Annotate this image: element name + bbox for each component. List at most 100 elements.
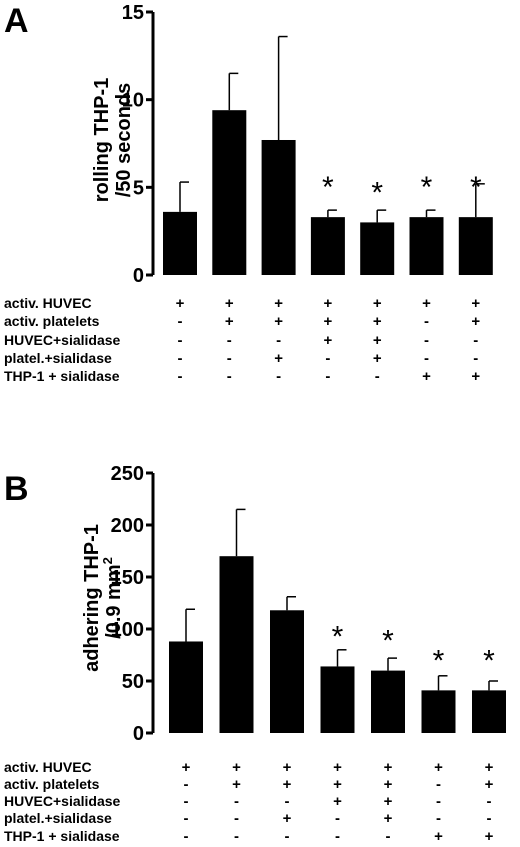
panel-b-condition-mark: + — [384, 810, 393, 827]
panel-b-condition-mark: - — [234, 810, 239, 827]
panel-b-condition-mark: - — [184, 810, 189, 827]
panel-b-condition-mark: + — [434, 759, 443, 776]
panel-a-condition-mark: + — [324, 295, 333, 312]
panel-a-significance-star: * — [371, 176, 383, 209]
panel-a-condition-mark: + — [471, 295, 480, 312]
panel-b-y-tick-label: 150 — [111, 567, 144, 589]
panel-b-condition-label: HUVEC+sialidase — [4, 793, 121, 809]
panel-b-condition-label: THP-1 + sialidase — [4, 828, 120, 844]
panel-a-condition-mark: - — [276, 368, 281, 385]
panel-a-condition-mark: + — [324, 313, 333, 330]
panel-b-condition-label: activ. platelets — [4, 776, 100, 792]
panel-a-bar — [458, 217, 493, 275]
panel-b-condition-mark: + — [283, 776, 292, 793]
panel-a-condition-mark: - — [178, 313, 183, 330]
panel-a-bar — [310, 217, 345, 275]
panel-b-condition-mark: - — [234, 793, 239, 810]
panel-a-ylabel-line1: rolling THP-1 — [91, 78, 113, 202]
panel-b-condition-mark: + — [283, 810, 292, 827]
panel-a-condition-mark: - — [375, 368, 380, 385]
panel-a-condition-mark: + — [274, 295, 283, 312]
panel-a-condition-mark: + — [471, 368, 480, 385]
panel-b-condition-mark: + — [485, 828, 494, 845]
panel-b-condition-mark: + — [232, 759, 241, 776]
panel-b-y-tick-label: 0 — [133, 723, 144, 745]
panel-a-y-tick-label: 10 — [122, 90, 144, 112]
panel-a-condition-mark: - — [424, 350, 429, 367]
panel-a-condition-mark: + — [422, 368, 431, 385]
panel-a-condition-label: HUVEC+sialidase — [4, 332, 121, 348]
panel-a-condition-mark: - — [178, 332, 183, 349]
panel-a-condition-label: THP-1 + sialidase — [4, 368, 120, 384]
panel-b-significance-star: * — [433, 644, 445, 677]
panel-a-condition-label: platel.+sialidase — [4, 350, 112, 366]
panel-a-significance-star: * — [470, 171, 482, 204]
panel-b-y-tick-label: 50 — [122, 671, 144, 693]
panel-b-condition-mark: + — [333, 759, 342, 776]
panel-b-bar — [421, 690, 456, 733]
panel-b-condition-mark: - — [436, 793, 441, 810]
panel-a-ylabel-line2: /50 seconds — [113, 83, 135, 198]
panel-a-condition-mark: + — [274, 313, 283, 330]
panel-a-bar — [163, 211, 197, 275]
panel-b-condition-mark: + — [283, 759, 292, 776]
panel-b-significance-star: * — [332, 620, 344, 653]
panel-a-condition-mark: - — [473, 332, 478, 349]
panel-a-condition-mark: - — [178, 368, 183, 385]
panel-a-condition-mark: - — [424, 313, 429, 330]
panel-b-condition-mark: + — [434, 828, 443, 845]
panel-a-condition-mark: + — [373, 295, 382, 312]
panel-b-letter: B — [4, 470, 29, 508]
panel-b-condition-label: platel.+sialidase — [4, 810, 112, 826]
panel-b-condition-mark: - — [184, 793, 189, 810]
panel-a-condition-mark: - — [227, 350, 232, 367]
panel-b-condition-mark: + — [384, 793, 393, 810]
panel-b-condition-mark: - — [184, 776, 189, 793]
panel-b-condition-mark: - — [335, 828, 340, 845]
panel-b-condition-label: activ. HUVEC — [4, 759, 92, 775]
panel-a-bar — [212, 110, 247, 275]
panel-a-condition-mark: + — [274, 350, 283, 367]
panel-b-condition-mark: + — [333, 793, 342, 810]
panel-b-condition-mark: + — [485, 776, 494, 793]
panel-a-condition-mark: + — [176, 295, 185, 312]
panel-b-condition-mark: - — [184, 828, 189, 845]
panel-a-condition-mark: + — [422, 295, 431, 312]
panel-b-y-tick-label: 200 — [111, 515, 144, 537]
panel-b-condition-mark: - — [487, 810, 492, 827]
panel-a-condition-mark: + — [373, 313, 382, 330]
panel-b-condition-mark: + — [485, 759, 494, 776]
panel-a-condition-mark: - — [325, 368, 330, 385]
panel-a-significance-star: * — [421, 171, 433, 204]
panel-a-condition-mark: - — [178, 350, 183, 367]
panel-a-condition-mark: + — [225, 313, 234, 330]
panel-a-bar — [409, 217, 444, 275]
panel-b-condition-mark: - — [487, 793, 492, 810]
panel-a-y-tick-label: 0 — [133, 265, 144, 287]
panel-a-y-tick-label: 15 — [122, 2, 144, 24]
panel-a-condition-mark: - — [276, 332, 281, 349]
panel-b-y-tick-label: 100 — [111, 619, 144, 641]
panel-b-condition-mark: - — [335, 810, 340, 827]
panel-b-bar — [219, 556, 254, 733]
panel-a-condition-mark: - — [473, 350, 478, 367]
panel-a-condition-label: activ. platelets — [4, 313, 100, 329]
panel-b-bar — [270, 610, 304, 733]
panel-b-bar — [371, 670, 405, 733]
panel-a-condition-mark: - — [227, 368, 232, 385]
panel-a-condition-mark: + — [373, 332, 382, 349]
panel-a-bar — [261, 139, 296, 275]
panel-a-condition-mark: + — [225, 295, 234, 312]
panel-a-significance-star: * — [322, 171, 334, 204]
panel-a-condition-mark: + — [373, 350, 382, 367]
panel-b-condition-mark: - — [436, 776, 441, 793]
panel-b-condition-mark: - — [234, 828, 239, 845]
panel-a-bar — [360, 222, 395, 275]
panel-a-y-tick-label: 5 — [133, 177, 144, 199]
panel-b-condition-mark: + — [333, 776, 342, 793]
panel-b-significance-star: * — [382, 625, 394, 658]
panel-b-condition-mark: - — [285, 828, 290, 845]
